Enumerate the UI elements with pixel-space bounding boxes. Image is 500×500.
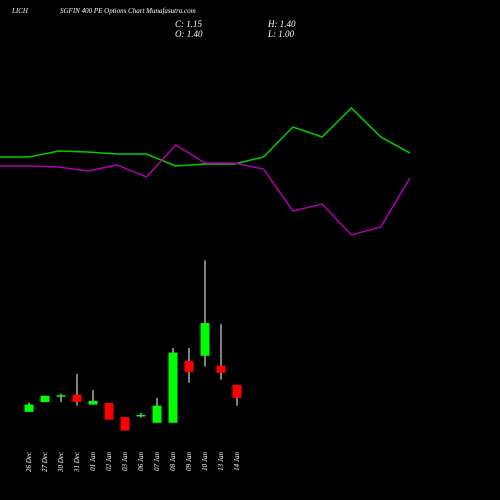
x-tick-label: 31 Dec <box>73 451 81 473</box>
x-tick-label: 03 Jan <box>121 452 129 471</box>
candle-body <box>216 365 226 373</box>
candle-body <box>168 352 178 423</box>
chart-title: SGFIN 400 PE Options Chart Munafasutra.c… <box>60 7 196 15</box>
candle-body <box>184 360 194 372</box>
header-open: O: 1.40 <box>175 29 203 39</box>
x-tick-label: 09 Jan <box>185 452 193 471</box>
candle-body <box>72 394 82 403</box>
candle-body <box>88 400 98 405</box>
line-series <box>0 106 411 167</box>
x-tick-label: 08 Jan <box>169 452 177 471</box>
line-series <box>0 143 411 236</box>
x-tick-label: 14 Jan <box>233 452 241 471</box>
x-tick-label: 27 Dec <box>41 451 49 472</box>
x-tick-label: 26 Dec <box>25 451 33 472</box>
header-low: L: 1.00 <box>267 29 295 39</box>
candle-body <box>120 417 130 431</box>
candle-body <box>104 403 114 420</box>
x-tick-label: 02 Jan <box>105 452 113 471</box>
candle-body <box>136 414 146 417</box>
header-high: H: 1.40 <box>267 19 296 29</box>
title-left: LICH <box>11 7 29 15</box>
x-tick-label: 06 Jan <box>137 452 145 471</box>
x-tick-label: 07 Jan <box>153 452 161 471</box>
candle-body <box>40 395 50 403</box>
candle-body <box>56 395 66 397</box>
x-tick-label: 13 Jan <box>217 452 225 471</box>
header-close: C: 1.15 <box>175 19 203 29</box>
candle-body <box>232 384 242 398</box>
candle-body <box>24 404 34 412</box>
x-tick-label: 01 Jan <box>89 452 97 471</box>
x-tick-label: 10 Jan <box>201 452 209 471</box>
candle-body <box>152 405 162 423</box>
x-tick-label: 30 Dec <box>57 451 65 473</box>
candle-body <box>200 323 210 356</box>
